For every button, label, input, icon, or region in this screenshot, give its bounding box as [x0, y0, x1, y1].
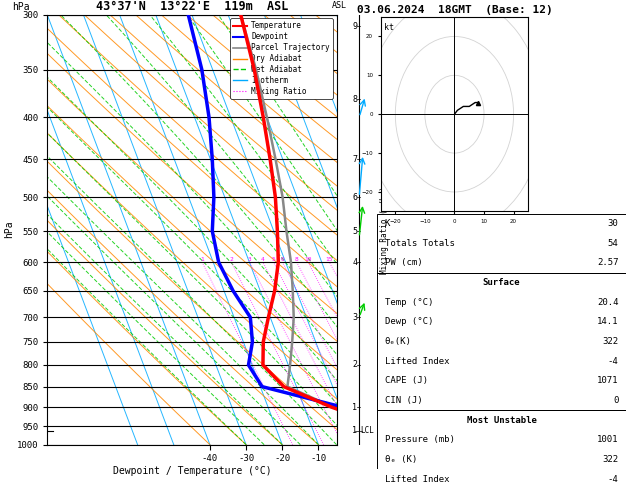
Text: 0: 0	[613, 396, 618, 405]
Text: -4: -4	[608, 357, 618, 365]
Text: 4: 4	[352, 258, 357, 267]
Text: 1: 1	[200, 257, 204, 262]
Text: 5: 5	[352, 226, 357, 236]
Text: Dewp (°C): Dewp (°C)	[385, 317, 433, 327]
Text: 20.4: 20.4	[597, 298, 618, 307]
Text: 4: 4	[261, 257, 265, 262]
Text: 15: 15	[326, 257, 333, 262]
Text: Lifted Index: Lifted Index	[385, 474, 449, 484]
Text: 1071: 1071	[597, 376, 618, 385]
Text: 1: 1	[352, 426, 357, 435]
Text: 03.06.2024  18GMT  (Base: 12): 03.06.2024 18GMT (Base: 12)	[357, 4, 552, 15]
Text: 7: 7	[352, 155, 357, 164]
Text: Temp (°C): Temp (°C)	[385, 298, 433, 307]
Text: -4: -4	[608, 474, 618, 484]
Text: 5: 5	[272, 257, 276, 262]
Bar	[377, 273, 626, 410]
Text: CIN (J): CIN (J)	[385, 396, 423, 405]
Text: 2: 2	[352, 361, 357, 369]
Text: kt: kt	[384, 23, 394, 32]
Text: Totals Totals: Totals Totals	[385, 239, 455, 248]
Text: θₑ(K): θₑ(K)	[385, 337, 412, 346]
Text: CAPE (J): CAPE (J)	[385, 376, 428, 385]
Bar	[377, 410, 626, 486]
Text: LCL: LCL	[360, 426, 374, 435]
Text: 10: 10	[304, 257, 312, 262]
Text: 3: 3	[248, 257, 252, 262]
Text: 1001: 1001	[597, 435, 618, 444]
Bar	[377, 214, 626, 273]
Text: 322: 322	[603, 455, 618, 464]
Text: Surface: Surface	[483, 278, 520, 287]
Text: 14.1: 14.1	[597, 317, 618, 327]
Text: 2: 2	[230, 257, 233, 262]
X-axis label: Dewpoint / Temperature (°C): Dewpoint / Temperature (°C)	[113, 466, 271, 476]
Text: 322: 322	[603, 337, 618, 346]
Text: 3: 3	[352, 313, 357, 322]
Text: PW (cm): PW (cm)	[385, 259, 423, 267]
Text: Lifted Index: Lifted Index	[385, 357, 449, 365]
Text: 9: 9	[352, 22, 357, 31]
Text: hPa: hPa	[13, 2, 30, 12]
Text: 2.57: 2.57	[597, 259, 618, 267]
Text: K: K	[385, 219, 390, 228]
Text: Mixing Ratio (g/kg): Mixing Ratio (g/kg)	[381, 186, 389, 274]
Text: 1: 1	[352, 402, 357, 412]
Text: Most Unstable: Most Unstable	[467, 416, 537, 425]
Text: θₑ (K): θₑ (K)	[385, 455, 417, 464]
Legend: Temperature, Dewpoint, Parcel Trajectory, Dry Adiabat, Wet Adiabat, Isotherm, Mi: Temperature, Dewpoint, Parcel Trajectory…	[230, 18, 333, 99]
Text: 6: 6	[352, 192, 357, 202]
Text: Pressure (mb): Pressure (mb)	[385, 435, 455, 444]
Text: km
ASL: km ASL	[332, 0, 347, 10]
Text: 30: 30	[608, 219, 618, 228]
Text: 54: 54	[608, 239, 618, 248]
Y-axis label: hPa: hPa	[4, 221, 14, 239]
Text: 6: 6	[281, 257, 284, 262]
Text: 8: 8	[295, 257, 299, 262]
Title: 43°37'N  13°22'E  119m  ASL: 43°37'N 13°22'E 119m ASL	[96, 0, 288, 14]
Text: 8: 8	[352, 95, 357, 104]
